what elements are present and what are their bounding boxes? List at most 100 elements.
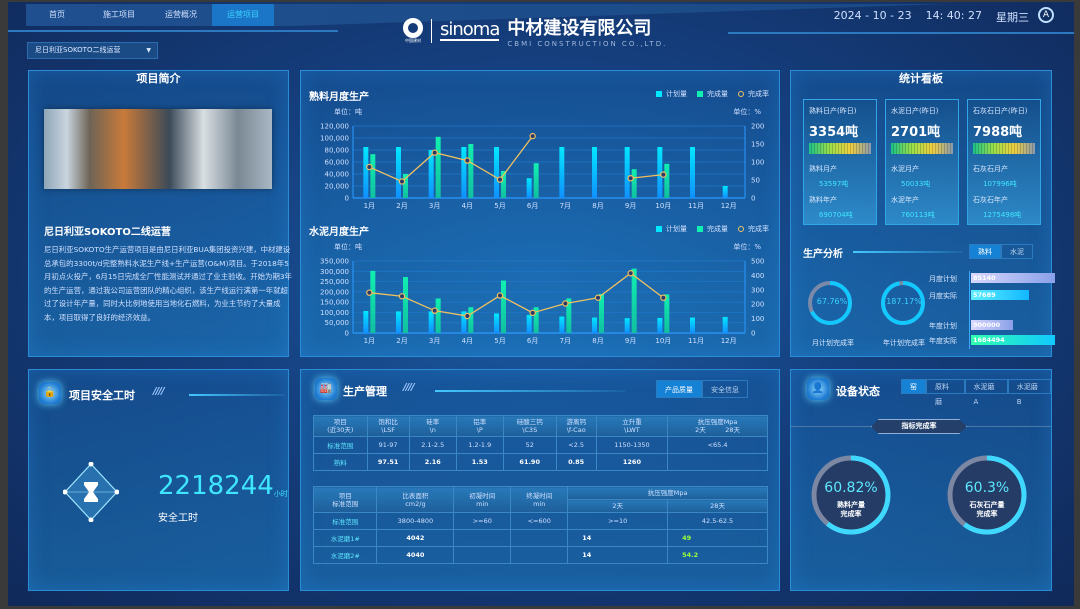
legend-item: 完成量 [697, 89, 728, 99]
y-tick-label: 200,000 [320, 288, 349, 296]
tab-cement-mill-a[interactable]: 水泥磨A [964, 379, 1008, 406]
y-tick-label: 40,000 [325, 171, 350, 179]
divider [435, 390, 625, 392]
x-tick-label: 4月 [462, 202, 473, 210]
tab-product-quality[interactable]: 产品质量 [656, 380, 702, 398]
y-tick-label: 150,000 [320, 299, 349, 307]
plan-bar [363, 310, 369, 333]
legend-swatch [738, 226, 744, 232]
lock-icon: 🔒 [39, 382, 61, 404]
legend-swatch [738, 91, 744, 97]
plan-bar [657, 317, 663, 333]
table-header: 2天 [567, 499, 669, 513]
legend-item: 完成率 [738, 89, 769, 99]
table-row: 水泥磨1# 4042 14 49 [312, 529, 768, 547]
panel-title: 统计看板 [899, 72, 943, 85]
tab-kiln[interactable]: 窑 [901, 379, 926, 394]
x-tick-label: 3月 [429, 202, 440, 210]
nav-tab-operation-projects[interactable]: 运营项目 [212, 4, 274, 26]
clinker-rate-value: 60.82% [824, 480, 878, 496]
tab-cement[interactable]: 水泥 [1001, 244, 1033, 259]
limestone-rate-label: 石灰石产量 完成率 [969, 501, 1005, 518]
nav-tab-overview[interactable]: 运营概况 [165, 10, 197, 19]
x-tick-label: 6月 [527, 202, 538, 210]
plan-bar [690, 147, 695, 198]
actual-bar [370, 270, 376, 333]
production-charts-panel: 熟料月度生产 计划量 完成量 完成率 单位：吨 单位：% 0 20,000 40,000 60,0… [300, 70, 780, 357]
company-name: 中材建设有限公司 [507, 18, 652, 39]
legend-swatch [656, 91, 662, 97]
table-cell: <65.4 [667, 436, 768, 454]
safety-hours: 2218244 小时 [158, 473, 288, 499]
actual-bar [403, 277, 408, 333]
plan-bar [690, 317, 695, 333]
project-description[interactable]: 尼日利亚SOKOTO生产运营项目是由尼日利亚BUA集团投资兴建，中材建设总承包的… [44, 245, 292, 322]
plan-bar [722, 186, 728, 198]
table-cell: 3800-4800 [376, 512, 455, 530]
company-name-en: CBMI CONSTRUCTION CO.,LTD. [507, 40, 668, 48]
x-tick-label: 10月 [655, 202, 671, 210]
nav-tab-home[interactable]: 首页 [49, 10, 65, 19]
daily-label: 石灰石日产(昨日) [973, 107, 1028, 115]
legend-label: 完成率 [748, 90, 769, 98]
actual-bar [566, 298, 572, 333]
x-tick-label: 2月 [396, 202, 407, 210]
table-header: 铝率 \P [455, 415, 504, 437]
month-value: 53597吨 [819, 180, 849, 188]
panel-title: 生产管理 [343, 385, 387, 398]
month-label: 熟料月产 [809, 165, 837, 173]
tab-raw-mill[interactable]: 原料磨 [926, 379, 965, 406]
x-tick-label: 6月 [527, 337, 538, 345]
analysis-title: 生产分析 [803, 249, 843, 260]
analysis-bar-label: 年度计划 [929, 322, 957, 330]
analysis-rings [808, 281, 925, 325]
legend-label: 完成量 [707, 90, 728, 98]
rate-line [369, 135, 534, 183]
x-tick-label: 2月 [396, 337, 407, 345]
table-cell: 54.2 [667, 546, 768, 564]
y-tick-label: 300,000 [320, 268, 349, 276]
x-tick-label: 8月 [592, 337, 603, 345]
clinker-chart: 熟料月度生产 计划量 完成量 完成率 单位：吨 单位：% 0 20,000 40,000 60,0… [301, 85, 779, 217]
analysis-bar: 1684494 [971, 335, 1055, 345]
equipment-panel: 👤 设备状态 窑 原料磨 水泥磨A 水泥磨B 指标完成率 60.82% 熟料产量… [790, 369, 1052, 591]
user-avatar[interactable]: A [1038, 7, 1054, 23]
tab-cement-mill-b[interactable]: 水泥磨B [1007, 379, 1051, 406]
nav-tab-construction[interactable]: 施工项目 [103, 10, 135, 19]
table-cell: 61.90 [502, 453, 557, 471]
chart-plot: 0 20,000 40,000 60,000 80,000 100,000 120,000 0… [320, 123, 764, 211]
safety-hours-value: 2218244 [158, 471, 274, 501]
weekday: 星期三 [996, 11, 1029, 24]
actual-bar [370, 154, 376, 198]
table-cell: 14 [567, 529, 669, 547]
plan-bar [526, 314, 532, 333]
actual-bar [533, 307, 539, 333]
plan-bar [559, 147, 565, 198]
y-tick-label: 120,000 [320, 123, 349, 131]
actual-bar [501, 171, 506, 198]
tab-clinker[interactable]: 熟料 [969, 244, 1001, 259]
divider [853, 251, 963, 253]
year-rate-label: 年计划完成率 [883, 339, 925, 347]
table-header: 项目 (近30天) [313, 415, 368, 437]
table-cell: 91-97 [366, 436, 410, 454]
rate-point [496, 176, 504, 183]
tab-safety-info[interactable]: 安全信息 [702, 380, 748, 398]
rate-point [627, 270, 634, 277]
project-select[interactable]: 尼日利亚SOKOTO二线运营 ▼ [27, 42, 158, 59]
actual-bar [468, 307, 474, 333]
project-photo [44, 109, 272, 189]
table-cell: >=10 [567, 512, 669, 530]
actual-bar [435, 136, 441, 198]
rate-point [562, 300, 569, 307]
x-tick-label: 9月 [625, 337, 636, 345]
legend-item: 计划量 [656, 89, 687, 99]
table-header-row: 项目 标准范围 比表面积 cm2/g 初凝时间 min 终凝时间 min 抗压强度Mpa [312, 486, 768, 513]
plan-bar [461, 147, 467, 198]
table-header: 硅酸三钙 \C3S [502, 415, 557, 437]
project-name: 尼日利亚SOKOTO二线运营 [44, 227, 171, 238]
plan-bar [428, 311, 434, 333]
x-tick-label: 12月 [721, 202, 737, 210]
x-tick-label: 11月 [688, 337, 704, 345]
panel-title: 项目简介 [136, 72, 181, 85]
